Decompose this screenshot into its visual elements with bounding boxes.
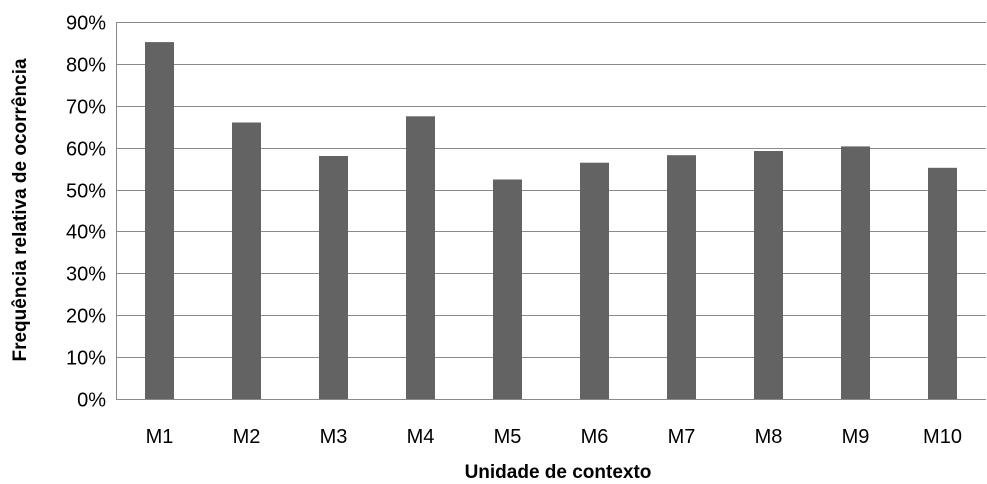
y-tick-label: 40% [66, 222, 106, 244]
x-tick-label: M5 [494, 426, 522, 448]
axes [116, 22, 986, 400]
y-axis-title: Frequência relativa de ocorrência [10, 58, 31, 362]
bar-m9 [841, 146, 870, 399]
x-tick-label: M9 [842, 426, 870, 448]
x-tick-label: M2 [233, 426, 261, 448]
bar-m2 [232, 122, 261, 399]
y-tick-label: 10% [66, 348, 106, 370]
bar-m10 [928, 167, 957, 399]
bar-m4 [406, 116, 435, 400]
x-tick-label: M8 [755, 426, 783, 448]
bar-m7 [667, 155, 696, 399]
y-tick-label: 30% [66, 264, 106, 286]
y-tick-label: 70% [66, 97, 106, 119]
y-tick-label: 90% [66, 13, 106, 35]
bars [145, 42, 957, 400]
x-tick-label: M7 [668, 426, 696, 448]
x-axis-title: Unidade de contexto [465, 462, 652, 483]
bar-m1 [145, 42, 174, 399]
y-tick-label: 60% [66, 139, 106, 161]
y-tick-label: 20% [66, 306, 106, 328]
x-tick-labels: M1 M2 M3 M4 M5 M6 M7 M8 M9 M10 [146, 426, 962, 448]
bar-m6 [580, 162, 609, 399]
y-tick-label: 50% [66, 181, 106, 203]
bar-m3 [319, 156, 348, 399]
x-tick-label: M1 [146, 426, 174, 448]
bar-m5 [493, 179, 522, 399]
bar-m8 [754, 151, 783, 399]
y-tick-labels: 0% 10% 20% 30% 40% 50% 60% 70% 80% 90% [66, 13, 106, 412]
y-tick-label: 80% [66, 55, 106, 77]
x-tick-label: M10 [923, 426, 962, 448]
x-tick-label: M4 [407, 426, 435, 448]
x-tick-label: M6 [581, 426, 609, 448]
y-tick-label: 0% [77, 390, 106, 412]
x-tick-label: M3 [320, 426, 348, 448]
